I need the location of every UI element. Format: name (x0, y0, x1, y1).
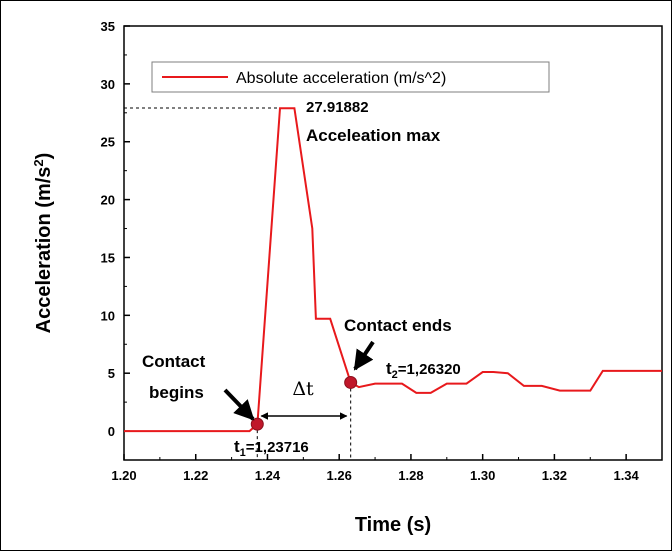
y-tick-label: 0 (108, 424, 115, 439)
max-label: Acceleation max (306, 126, 441, 145)
contact-begins-pointer (223, 388, 255, 421)
y-axis-title: Acceleration (m/s2) (31, 153, 56, 334)
x-tick-label: 1.26 (327, 468, 352, 483)
max-value-label: 27.91882 (306, 99, 369, 116)
t2-label: t2=1,26320 (386, 359, 461, 381)
y-tick-label: 5 (108, 366, 115, 381)
legend-label: Absolute acceleration (m/s^2) (236, 70, 446, 87)
legend: Absolute acceleration (m/s^2) (151, 61, 550, 93)
contact-ends-pointer (353, 340, 375, 371)
y-tick-label: 25 (101, 135, 115, 150)
y-tick-label: 30 (101, 77, 115, 92)
t1-label: t1=1,23716 (234, 437, 309, 459)
plot-area (123, 25, 663, 461)
contact-begins-label-line2: begins (149, 383, 204, 402)
x-tick-label: 1.30 (470, 468, 495, 483)
contact-ends-label: Contact ends (344, 316, 452, 335)
y-tick-label: 15 (101, 250, 115, 265)
contact-begins-marker (250, 417, 264, 431)
y-tick-label: 20 (101, 193, 115, 208)
x-axis: 1.20 1.22 1.24 1.26 1.28 1.30 1.32 1.34 (111, 454, 663, 483)
y-axis: 0 5 10 15 20 25 30 35 (101, 19, 130, 439)
y-tick-label: 35 (101, 19, 115, 34)
contact-ends-marker (344, 375, 358, 389)
delta-t-label: Δt (292, 378, 314, 400)
x-tick-label: 1.20 (111, 468, 136, 483)
x-tick-label: 1.28 (398, 468, 423, 483)
y-tick-label: 10 (101, 308, 115, 323)
x-tick-label: 1.24 (255, 468, 281, 483)
series-line-absolute-acceleration (124, 107, 662, 433)
x-tick-label: 1.32 (542, 468, 567, 483)
x-axis-title: Time (s) (355, 514, 431, 536)
contact-begins-label-line1: Contact (142, 352, 206, 371)
x-tick-label: 1.34 (613, 468, 639, 483)
x-tick-label: 1.22 (183, 468, 208, 483)
